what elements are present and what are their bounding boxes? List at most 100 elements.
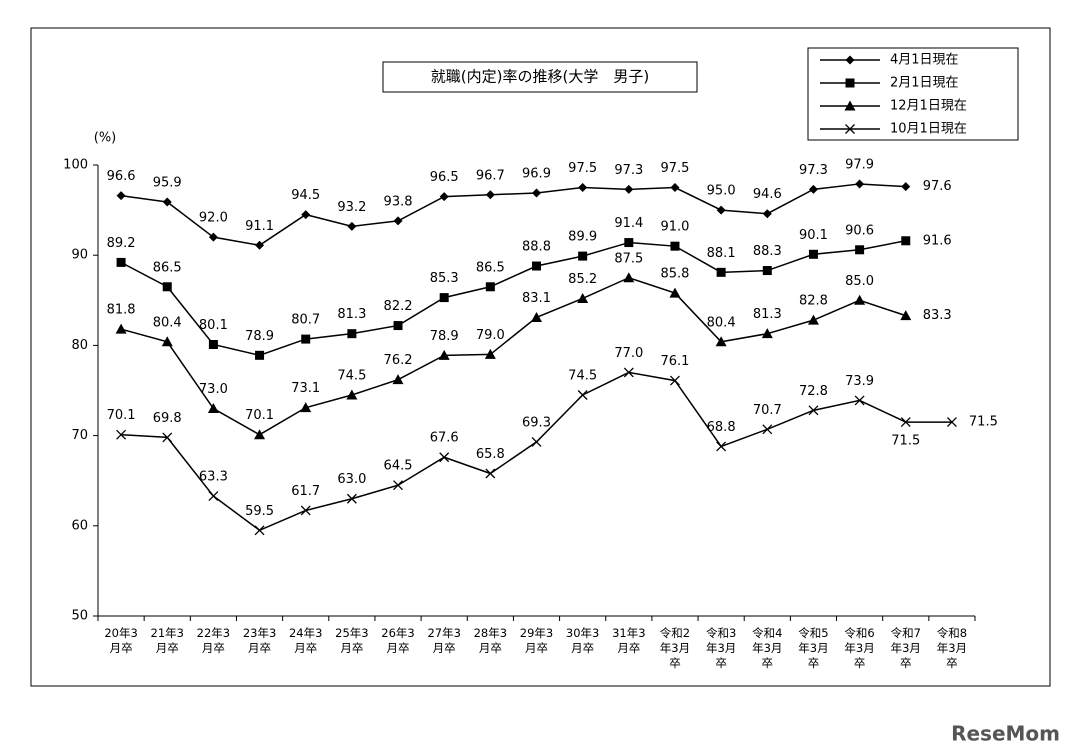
data-point <box>578 183 588 193</box>
value-label: 63.3 <box>199 470 228 485</box>
value-label: 71.5 <box>969 415 998 430</box>
value-label: 81.8 <box>107 303 136 318</box>
value-label: 78.9 <box>245 329 274 344</box>
data-point <box>439 452 450 463</box>
data-point <box>855 179 865 189</box>
value-label: 76.1 <box>660 354 689 369</box>
data-point <box>808 405 819 416</box>
value-label: 96.9 <box>522 166 551 181</box>
value-label: 88.1 <box>707 246 736 261</box>
data-point <box>208 339 218 349</box>
data-point <box>393 321 403 331</box>
data-point <box>578 251 588 261</box>
data-point <box>624 184 634 194</box>
data-point <box>623 367 634 378</box>
data-point <box>577 390 588 400</box>
data-point <box>162 197 172 207</box>
data-point <box>300 402 312 413</box>
y-tick-label: 70 <box>71 428 88 443</box>
value-label: 96.6 <box>107 169 136 184</box>
value-label: 90.1 <box>799 228 828 243</box>
value-label: 85.2 <box>568 272 597 287</box>
data-point <box>531 311 542 322</box>
value-label: 82.2 <box>384 299 413 314</box>
x-tick-label: 30年3月卒 <box>565 626 600 655</box>
x-tick-label: 26年3月卒 <box>381 626 415 655</box>
data-point <box>393 216 403 226</box>
x-tick-label: 令和2年3月卒 <box>659 626 691 670</box>
value-label: 79.0 <box>476 328 505 343</box>
data-point <box>670 375 680 386</box>
data-point <box>716 267 726 277</box>
data-point <box>254 429 266 440</box>
data-point <box>116 429 127 440</box>
x-tick-label: 24年3月卒 <box>288 626 323 655</box>
value-label: 78.9 <box>430 329 459 344</box>
value-label: 92.0 <box>199 211 228 226</box>
legend-marker <box>844 100 856 111</box>
x-tick-label: 令和6年3月卒 <box>844 626 875 670</box>
data-point <box>347 329 357 339</box>
value-label: 86.5 <box>476 260 505 275</box>
x-tick-label: 22年3月卒 <box>196 626 231 655</box>
value-label: 97.9 <box>845 157 874 172</box>
value-label: 83.1 <box>522 291 551 306</box>
value-label: 86.5 <box>153 260 182 275</box>
data-point <box>946 417 957 428</box>
data-point <box>254 525 265 536</box>
value-label: 85.8 <box>660 267 689 282</box>
value-label: 85.0 <box>845 274 874 289</box>
value-label: 68.8 <box>707 420 736 435</box>
value-label: 91.6 <box>923 233 952 248</box>
data-point <box>393 480 403 491</box>
value-label: 91.0 <box>660 220 689 235</box>
data-point <box>532 188 541 198</box>
data-point <box>162 282 172 292</box>
data-point <box>808 249 818 259</box>
title-box <box>382 61 698 93</box>
data-point <box>808 184 818 194</box>
data-point <box>439 192 449 202</box>
data-point <box>716 441 727 452</box>
data-point <box>716 205 726 215</box>
legend-label: 2月1日現在 <box>890 76 959 91</box>
value-label: 96.5 <box>430 170 459 185</box>
value-label: 72.8 <box>799 384 828 399</box>
value-label: 59.5 <box>245 504 274 519</box>
data-point <box>346 389 358 400</box>
data-point <box>347 221 357 231</box>
data-point <box>762 266 772 276</box>
legend-marker <box>845 124 855 134</box>
value-label: 74.5 <box>568 369 597 384</box>
value-label: 64.5 <box>384 459 413 474</box>
value-label: 95.0 <box>707 184 736 199</box>
legend-label: 4月1日現在 <box>890 53 959 68</box>
value-label: 71.5 <box>891 434 920 449</box>
value-label: 85.3 <box>430 271 459 286</box>
data-point <box>670 241 680 251</box>
data-point <box>855 245 865 255</box>
value-label: 77.0 <box>614 346 643 361</box>
data-point <box>346 493 357 504</box>
legend-box <box>807 47 1019 141</box>
value-label: 67.6 <box>430 431 459 446</box>
value-label: 69.8 <box>153 411 182 426</box>
x-tick-label: 25年3月卒 <box>335 626 369 655</box>
value-label: 73.1 <box>291 381 320 396</box>
value-label: 88.8 <box>522 240 551 255</box>
value-label: 82.8 <box>799 294 828 309</box>
value-label: 87.5 <box>614 251 643 266</box>
data-point <box>484 348 496 359</box>
value-label: 65.8 <box>476 447 505 462</box>
x-tick-label: 31年3月卒 <box>612 626 646 655</box>
data-point <box>162 432 173 443</box>
value-label: 73.0 <box>199 382 228 397</box>
data-point <box>577 292 589 303</box>
data-point <box>854 395 865 406</box>
series-line <box>120 240 906 357</box>
value-label: 89.2 <box>107 236 136 251</box>
value-label: 74.5 <box>337 369 366 384</box>
value-label: 93.2 <box>337 200 366 215</box>
x-tick-label: 令和7年3月卒 <box>890 626 921 670</box>
